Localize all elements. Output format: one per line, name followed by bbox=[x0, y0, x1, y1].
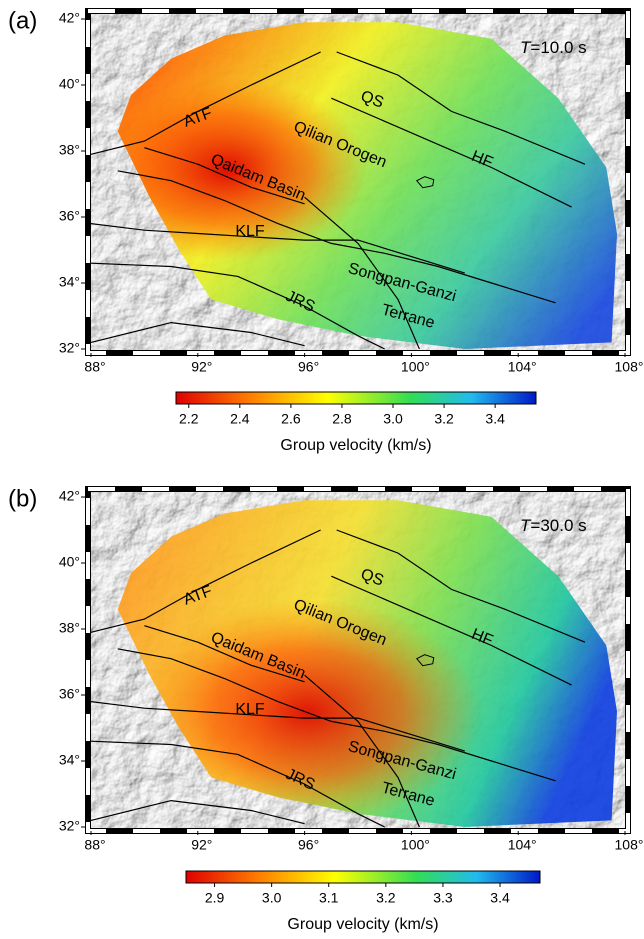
x-tick-label: 104° bbox=[508, 837, 537, 853]
place-label: KLF bbox=[235, 701, 265, 718]
x-tick-label: 108° bbox=[615, 837, 644, 853]
y-tick-label: 38° bbox=[59, 620, 80, 636]
x-tick-label: 100° bbox=[401, 837, 430, 853]
x-tick-label: 100° bbox=[401, 359, 430, 375]
period-label: T=30.0 s bbox=[520, 516, 587, 535]
y-tick-label: 36° bbox=[59, 208, 80, 224]
y-tick-label: 34° bbox=[59, 274, 80, 290]
period-label: T=10.0 s bbox=[520, 38, 587, 57]
colorbar-label: Group velocity (km/s) bbox=[287, 916, 438, 933]
y-tick-label: 40° bbox=[59, 554, 80, 570]
y-tick-label: 32° bbox=[59, 340, 80, 356]
y-tick-label: 36° bbox=[59, 686, 80, 702]
figure: (a) T=10.0 s 88° 92° 96° 100° 104° 108° 32° 34° 36… bbox=[0, 0, 644, 939]
colorbar bbox=[176, 392, 536, 404]
y-tick-label: 32° bbox=[59, 818, 80, 834]
map-panel: (a) T=10.0 s 88° 92° 96° 100° 104° 108° 32° 34° 36… bbox=[8, 7, 643, 454]
colorbar-tick-label: 3.4 bbox=[485, 411, 505, 427]
colorbar-tick-label: 2.4 bbox=[230, 411, 250, 427]
colorbar-tick-label: 3.3 bbox=[433, 890, 453, 906]
x-tick-label: 92° bbox=[191, 359, 212, 375]
panel-label: (a) bbox=[8, 7, 37, 34]
colorbar-tick-label: 3.2 bbox=[434, 411, 454, 427]
y-tick-label: 42° bbox=[59, 10, 80, 26]
y-tick-label: 38° bbox=[59, 142, 80, 158]
x-tick-label: 88° bbox=[84, 359, 105, 375]
y-tick-label: 42° bbox=[59, 488, 80, 504]
colorbar-tick-label: 3.0 bbox=[383, 411, 403, 427]
x-tick-label: 108° bbox=[615, 359, 644, 375]
colorbar-tick-label: 3.2 bbox=[376, 890, 396, 906]
colorbar-tick-label: 2.2 bbox=[179, 411, 199, 427]
period-value: =10.0 s bbox=[530, 38, 586, 57]
period-value: =30.0 s bbox=[530, 516, 586, 535]
colorbar-tick-label: 2.9 bbox=[205, 890, 225, 906]
map-panel: (b) T=30.0 s 88° 92° 96° 100° 104° 108° 32° 34° 36… bbox=[8, 485, 643, 933]
colorbar bbox=[186, 871, 540, 883]
colorbar-tick-label: 2.6 bbox=[281, 411, 301, 427]
colorbar-tick-label: 3.0 bbox=[262, 890, 282, 906]
map-area bbox=[89, 13, 627, 352]
x-tick-label: 88° bbox=[84, 837, 105, 853]
x-tick-label: 96° bbox=[298, 359, 319, 375]
x-tick-label: 92° bbox=[191, 837, 212, 853]
colorbar-tick-label: 3.4 bbox=[490, 890, 510, 906]
y-tick-label: 34° bbox=[59, 752, 80, 768]
colorbar-tick-label: 3.1 bbox=[319, 890, 339, 906]
x-tick-label: 96° bbox=[298, 837, 319, 853]
map-area bbox=[89, 491, 627, 830]
colorbar-tick-label: 2.8 bbox=[332, 411, 352, 427]
colorbar-label: Group velocity (km/s) bbox=[280, 437, 431, 454]
y-tick-label: 40° bbox=[59, 76, 80, 92]
x-tick-label: 104° bbox=[508, 359, 537, 375]
place-label: KLF bbox=[235, 223, 265, 240]
panel-label: (b) bbox=[8, 485, 37, 512]
